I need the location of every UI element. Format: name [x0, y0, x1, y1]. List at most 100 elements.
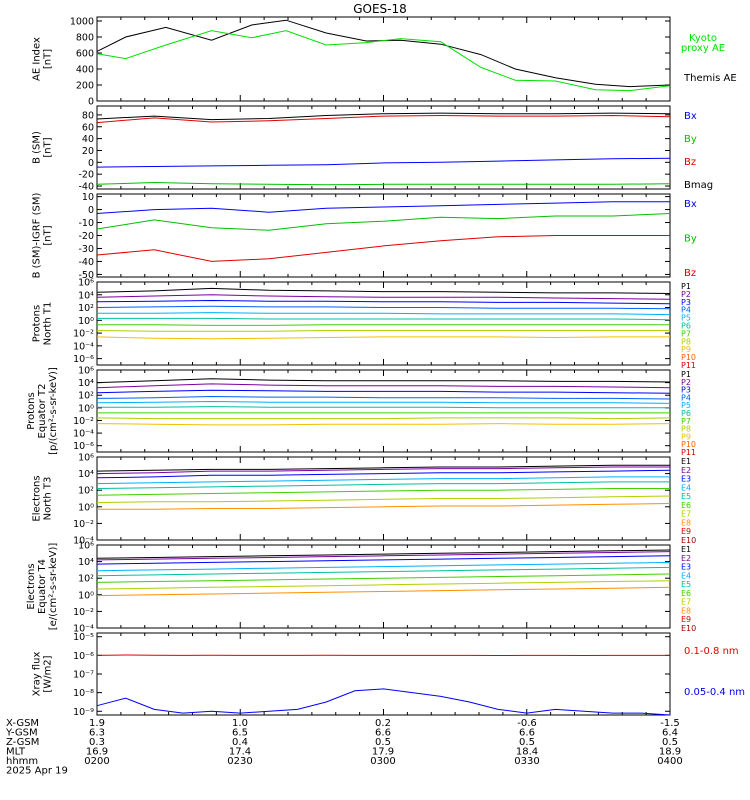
y-tick-label: 10²: [78, 303, 94, 314]
y-axis-label: Protons: [26, 392, 37, 429]
panel-frame: [96, 369, 671, 453]
footer-row-label: MLT: [6, 747, 26, 758]
y-axis-label: B (SM)-IGRF (SM): [32, 193, 43, 279]
y-tick-label: 400: [76, 65, 94, 76]
y-tick-label: 0: [88, 205, 94, 216]
footer-value: 17.4: [229, 747, 251, 758]
y-tick-label: 10⁻²: [73, 329, 94, 340]
y-tick-label: 10⁴: [78, 557, 94, 568]
y-tick-label: -20: [78, 231, 94, 242]
legend-entry: Bx: [684, 111, 697, 122]
footer-value: 16.9: [86, 747, 108, 758]
panel-frame: [96, 105, 671, 190]
legend-entry: E2: [681, 554, 691, 563]
legend-entry: E9: [681, 615, 691, 624]
legend-entry: E7: [681, 598, 691, 607]
legend-entry: By: [684, 134, 697, 145]
y-axis-label: Xray flux: [32, 652, 43, 697]
series-p3: [96, 389, 671, 394]
series-e3: [96, 555, 671, 565]
footer-value: 0300: [370, 756, 395, 767]
legend-entry: P2: [681, 378, 691, 387]
series-p3: [96, 299, 671, 305]
series-p1: [96, 287, 671, 294]
y-axis-label: Electrons: [32, 475, 43, 521]
legend-entry: E10: [681, 536, 696, 545]
footer-value: 0400: [657, 756, 682, 767]
series-e1: [96, 549, 671, 559]
y-tick-label: 10: [82, 192, 94, 203]
legend-entry: E1: [681, 457, 691, 466]
y-axis-label: [nT]: [43, 137, 54, 157]
legend-entry: P8: [681, 337, 691, 346]
series-e7: [96, 580, 671, 590]
y-axis-label: [nT]: [43, 49, 54, 69]
y-tick-label: 60: [82, 122, 94, 133]
y-tick-label: -20: [78, 170, 94, 181]
panel-frame: [96, 16, 671, 102]
legend-entry: 0.05-0.4 nm: [684, 687, 745, 698]
y-tick-label: 80: [82, 110, 94, 121]
y-tick-label: 10⁰: [78, 316, 94, 327]
series-p5: [96, 400, 671, 404]
series-kyoto-proxy-ae: [96, 30, 671, 92]
footer-value: 0230: [227, 756, 252, 767]
y-tick-label: 10⁶: [78, 541, 94, 552]
y-tick-label: 10²: [78, 486, 94, 497]
series-e3: [96, 469, 671, 479]
y-axis-label: [nT]: [43, 225, 54, 245]
footer-value: 6.5: [232, 728, 248, 739]
legend-entry: P9: [681, 345, 691, 354]
legend-entry: E1: [681, 545, 691, 554]
footer-value: 0200: [84, 756, 109, 767]
y-tick-label: 10⁻⁵: [73, 632, 94, 643]
footer-row-label: Y-GSM: [5, 728, 38, 739]
series-p8: [96, 417, 671, 420]
legend-entry: E3: [681, 563, 691, 572]
series-e2: [96, 466, 670, 475]
y-axis-label: Equator T2: [37, 384, 48, 439]
y-axis-label: AE Index: [32, 37, 43, 81]
legend-entry: proxy AE: [681, 43, 725, 54]
y-tick-label: 10⁻⁴: [73, 341, 94, 352]
y-tick-label: 10²: [78, 574, 94, 585]
series-p1: [96, 378, 671, 384]
series-e1: [96, 464, 670, 472]
footer-row-label: 2025 Apr 19: [6, 766, 68, 777]
panel-frame: [96, 281, 671, 366]
series-e5: [96, 481, 670, 489]
series-e8: [97, 503, 671, 510]
legend-entry: E4: [681, 571, 691, 580]
series-0-05-0-4-nm: [96, 688, 671, 716]
series-e7: [96, 495, 671, 504]
series-bx: [96, 201, 670, 214]
series-e5: [96, 566, 671, 577]
legend-entry: P4: [681, 393, 691, 402]
y-tick-label: 20: [82, 146, 94, 157]
legend-entry: P3: [681, 298, 691, 307]
footer-value: 0.2: [375, 718, 391, 729]
series-themis-ae: [96, 19, 671, 88]
y-tick-label: 10⁻⁴: [73, 624, 94, 635]
y-axis-label: Equator T4: [37, 559, 48, 614]
legend-entry: E7: [681, 510, 691, 519]
footer-row-label: X-GSM: [6, 718, 39, 729]
legend-entry: E6: [681, 501, 691, 510]
y-tick-label: 10⁶: [78, 366, 94, 377]
legend-entry: E5: [681, 580, 691, 589]
y-axis-label: [p/(cm²-s-sr-keV)]: [48, 367, 59, 455]
series-bz: [96, 235, 670, 262]
y-tick-label: 10⁻⁶: [73, 354, 94, 365]
y-axis-label: Protons: [32, 305, 43, 342]
plot-title: GOES-18: [353, 2, 407, 16]
series-p8: [96, 330, 670, 332]
y-axis-label: B (SM): [32, 131, 43, 164]
legend-entry: E9: [681, 527, 691, 536]
legend-entry: Bmag: [684, 180, 713, 191]
